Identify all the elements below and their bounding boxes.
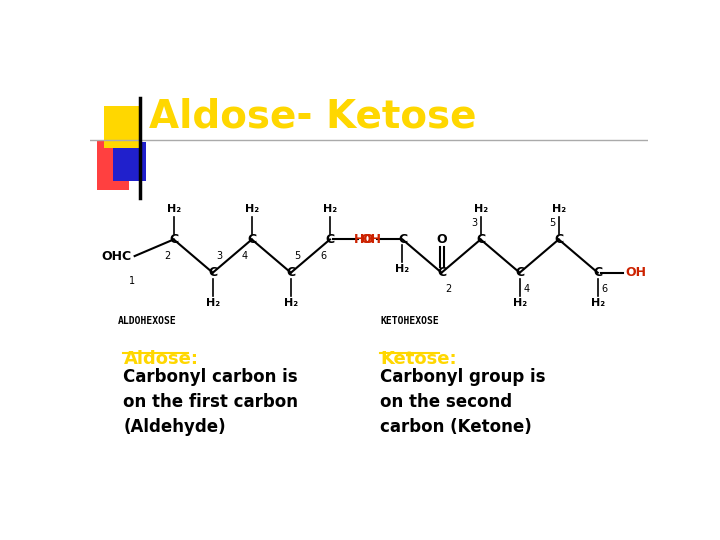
Text: C: C	[287, 266, 295, 279]
Text: H₂: H₂	[206, 298, 220, 308]
Text: 5: 5	[549, 218, 555, 228]
Text: C: C	[398, 233, 407, 246]
Text: Aldose- Ketose: Aldose- Ketose	[148, 98, 476, 136]
Text: H₂: H₂	[166, 205, 181, 214]
Text: Ketose:: Ketose:	[380, 349, 456, 368]
Text: 3: 3	[217, 251, 222, 261]
Text: OHC: OHC	[102, 249, 132, 262]
Text: H₂: H₂	[323, 205, 337, 214]
Text: 6: 6	[601, 285, 608, 294]
Text: H₂: H₂	[245, 205, 259, 214]
Text: KETOHEXOSE: KETOHEXOSE	[380, 315, 439, 326]
FancyBboxPatch shape	[96, 140, 129, 190]
Text: 6: 6	[320, 251, 326, 261]
FancyBboxPatch shape	[114, 141, 145, 181]
FancyBboxPatch shape	[104, 106, 140, 148]
Text: Aldose:: Aldose:	[124, 349, 199, 368]
Text: H₂: H₂	[284, 298, 298, 308]
Text: OH: OH	[626, 266, 647, 279]
Text: 4: 4	[242, 251, 248, 261]
Text: C: C	[593, 266, 603, 279]
Text: H₂: H₂	[552, 205, 566, 214]
Text: 2: 2	[445, 285, 451, 294]
Text: C: C	[437, 266, 446, 279]
Text: H₂: H₂	[590, 298, 605, 308]
Text: 3: 3	[471, 218, 477, 228]
Text: C: C	[515, 266, 524, 279]
Text: 1: 1	[129, 276, 135, 286]
Text: OH: OH	[361, 233, 382, 246]
Text: H₂: H₂	[395, 265, 410, 274]
Text: Carbonyl group is
on the second
carbon (Ketone): Carbonyl group is on the second carbon (…	[380, 368, 546, 436]
Text: 2: 2	[164, 251, 170, 261]
Text: C: C	[476, 233, 485, 246]
Text: ALDOHEXOSE: ALDOHEXOSE	[118, 315, 176, 326]
Text: C: C	[554, 233, 563, 246]
Text: C: C	[169, 233, 179, 246]
Text: O: O	[436, 233, 447, 246]
Text: 5: 5	[294, 251, 301, 261]
Text: C: C	[208, 266, 217, 279]
Text: H₂: H₂	[513, 298, 527, 308]
Text: 4: 4	[523, 285, 529, 294]
Text: C: C	[325, 233, 335, 246]
Text: H₂: H₂	[474, 205, 487, 214]
Text: HO: HO	[354, 233, 374, 246]
Text: Carbonyl carbon is
on the first carbon
(Aldehyde): Carbonyl carbon is on the first carbon (…	[124, 368, 299, 436]
Text: C: C	[247, 233, 256, 246]
